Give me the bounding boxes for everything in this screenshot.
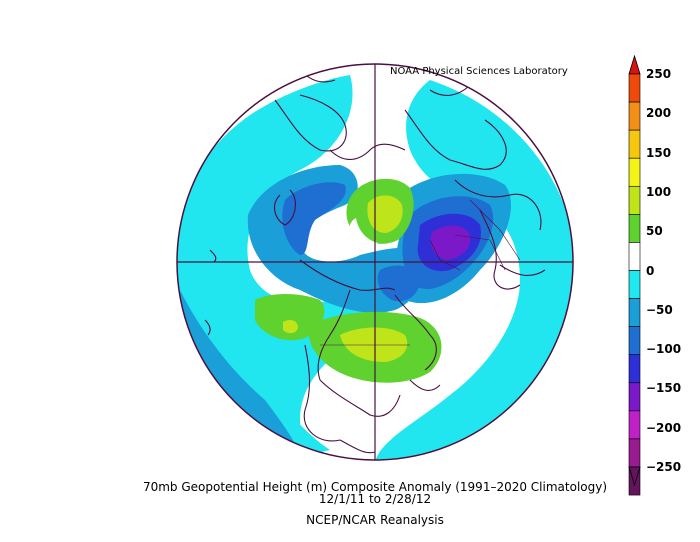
colorbar-swatch [628,410,641,440]
colorbar-label: 200 [646,106,672,121]
darkblue-region-west [282,182,346,255]
colorbar-label: −200 [646,420,682,435]
darkblue-region-center [377,265,420,302]
white-core-pole [349,218,378,245]
colorbar-swatch [628,129,641,159]
colorbar-swatch [628,242,641,271]
colorbar-swatch [628,214,641,243]
colorbar-swatch [628,298,641,327]
caption-dates: 12/1/11 to 2/28/12 [318,492,432,506]
colorbar-label: 100 [646,184,672,199]
coastlines [204,69,546,454]
colorbar-top-arrow [628,54,641,75]
colorbar-swatch [628,382,641,412]
colorbar-swatch [628,73,641,103]
colorbar-swatch [628,438,641,468]
colorbar-label: −150 [646,381,682,396]
caption-title: 70mb Geopotential Height (m) Composite A… [142,480,608,494]
colorbar-swatch [628,101,641,131]
colorbar [628,54,641,496]
yellowgreen-spot [283,320,298,334]
colorbar-label: −100 [646,342,682,357]
colorbar-swatch [628,326,641,356]
green-region-southwest [255,294,325,341]
yellowgreen-region-pole [367,195,403,233]
colorbar-swatch [628,185,641,215]
colorbar-swatch [628,157,641,187]
colorbar-label: 250 [646,67,672,81]
colorbar-label: 150 [646,145,672,160]
colorbar-label: −50 [646,302,673,317]
caption-source: NCEP/NCAR Reanalysis [306,513,444,527]
cyan-region-east [375,80,573,460]
colorbar-label: −250 [646,460,682,474]
colorbar-swatch [628,270,641,299]
violet-region [430,225,471,260]
country-borders [320,199,521,346]
map-border [176,63,574,461]
colorbar-label: 50 [646,224,663,239]
colorbar-bottom-arrow [628,466,641,487]
credit-text: NOAA Physical Sciences Laboratory [390,66,568,77]
colorbar-label: 0 [646,263,655,278]
colorbar-swatch [628,354,641,384]
blue-region-southwest [180,290,300,460]
